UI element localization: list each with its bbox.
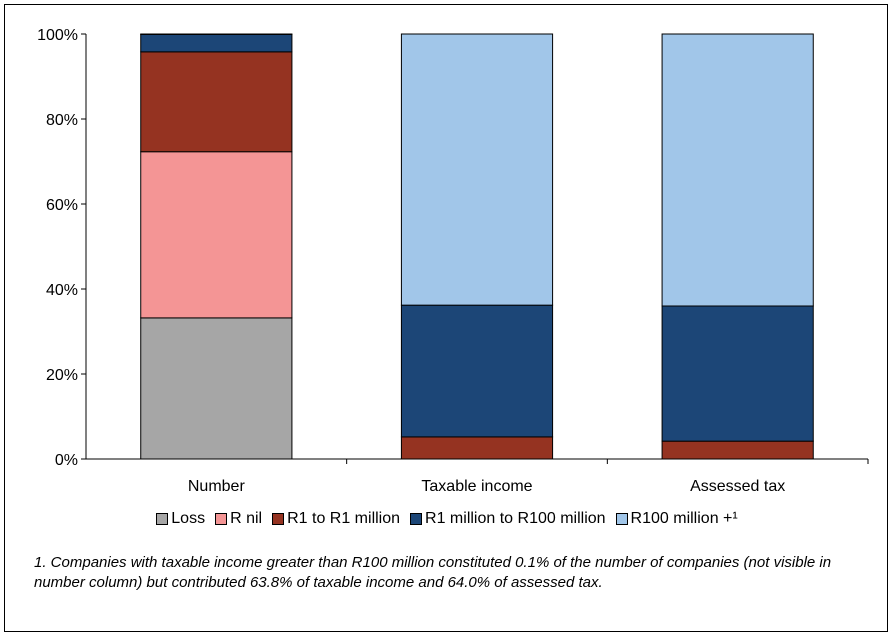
bar-segment	[140, 33, 293, 53]
legend-label: R1 to R1 million	[287, 510, 401, 527]
y-tick-label: 100%	[37, 27, 78, 44]
legend-item: R1 to R1 million	[272, 510, 400, 528]
legend-item: R100 million +¹	[615, 510, 738, 528]
y-tick-label: 40%	[46, 282, 78, 299]
y-tick-label: 20%	[46, 367, 78, 384]
bar-segment	[661, 305, 814, 442]
y-tick-label: 60%	[46, 197, 78, 214]
bar-segment	[400, 304, 554, 438]
legend-label: R nil	[230, 510, 263, 527]
legend-swatch	[215, 513, 228, 525]
bar-segment	[661, 440, 814, 460]
x-category-label: Assessed tax	[690, 478, 785, 495]
legend-swatch	[156, 513, 169, 525]
legend-swatch	[272, 513, 285, 525]
legend-label: Loss	[171, 510, 206, 527]
bar-segment	[661, 33, 814, 307]
legend-item: Loss	[156, 510, 205, 528]
legend-swatch	[410, 513, 423, 525]
legend-swatch	[615, 513, 628, 525]
bar-segment	[400, 436, 554, 460]
x-category-label: Number	[188, 478, 246, 495]
legend-item: R1 million to R100 million	[410, 510, 606, 528]
y-tick-label: 80%	[46, 112, 78, 129]
legend-item: R nil	[215, 510, 262, 528]
bar-segment	[140, 33, 293, 35]
bar-segment	[140, 51, 293, 153]
stacked-bar-chart: 0% 20% 40% 60% 80% 100% Number Taxable income As…	[37, 27, 869, 495]
legend-label: R1 million to R100 million	[425, 510, 606, 527]
chart-legend: Loss R nil R1 to R1 million R1 million to R…	[0, 508, 894, 530]
legend-label: R100 million +¹	[630, 510, 738, 527]
bar-segment	[140, 317, 293, 460]
chart-footnote: 1. Companies with taxable income greater…	[34, 554, 832, 591]
x-category-label: Taxable income	[421, 478, 532, 495]
y-tick-label: 0%	[55, 452, 78, 469]
bar-segment	[140, 151, 293, 319]
bar-segment	[400, 33, 554, 306]
